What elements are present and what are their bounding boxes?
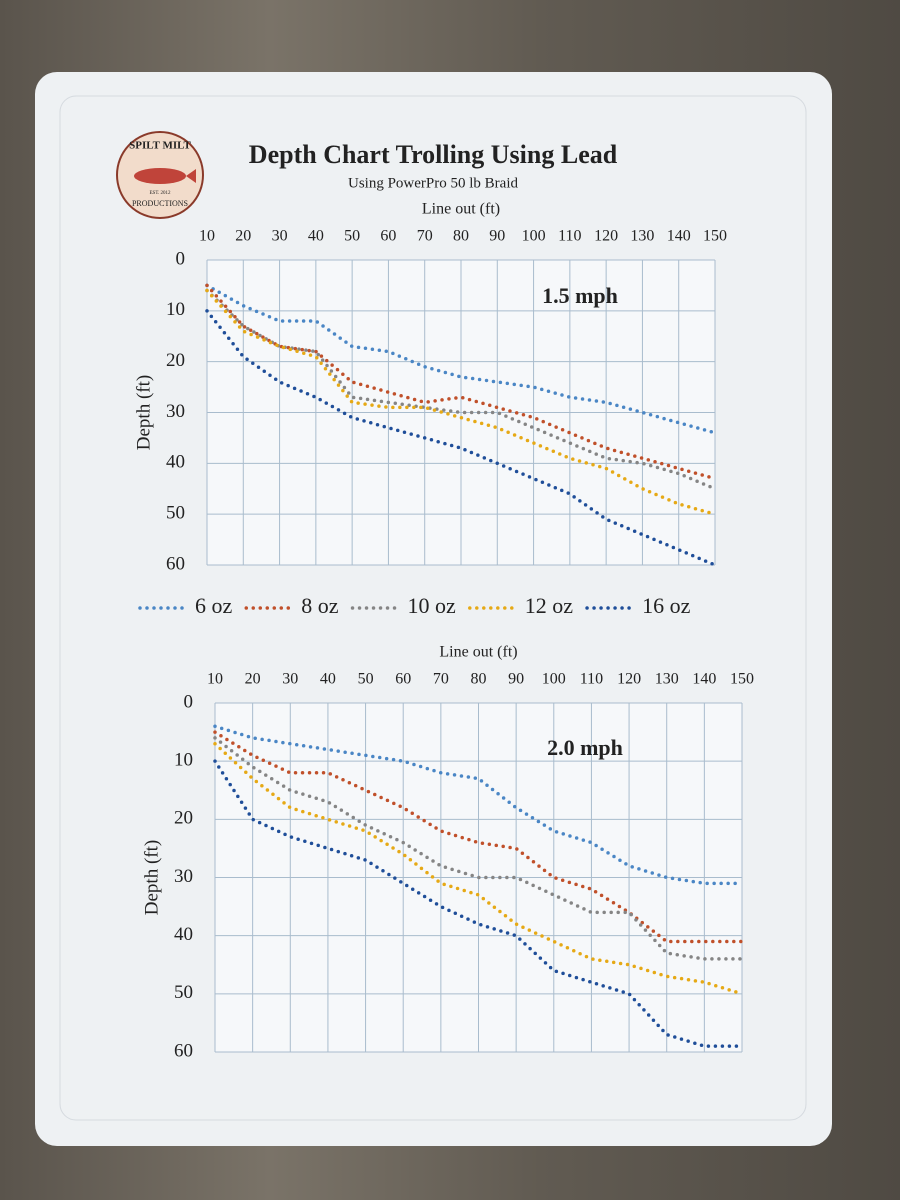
x-axis-label: Line out (ft) bbox=[422, 201, 500, 218]
legend-label: 10 oz bbox=[408, 593, 457, 618]
y-tick-label: 20 bbox=[174, 808, 193, 829]
y-axis-label: Depth (ft) bbox=[141, 840, 162, 915]
x-tick-label: 120 bbox=[617, 671, 641, 688]
y-tick-label: 0 bbox=[184, 691, 194, 712]
x-tick-label: 80 bbox=[471, 671, 487, 688]
logo-fish bbox=[134, 168, 186, 184]
series-line bbox=[205, 288, 717, 516]
logo: SPILT MILT EST. 2012 PRODUCTIONS bbox=[116, 131, 204, 219]
x-tick-label: 60 bbox=[380, 228, 396, 245]
y-tick-label: 20 bbox=[166, 350, 185, 371]
x-tick-label: 70 bbox=[433, 671, 449, 688]
title: Depth Chart Trolling Using Lead bbox=[249, 140, 618, 169]
x-tick-label: 150 bbox=[703, 228, 727, 245]
annotation: 1.5 mph bbox=[542, 283, 618, 308]
x-tick-label: 100 bbox=[542, 671, 566, 688]
logo-fish-tail bbox=[186, 169, 196, 183]
legend-label: 8 oz bbox=[301, 593, 339, 618]
x-tick-label: 90 bbox=[508, 671, 524, 688]
y-tick-label: 0 bbox=[176, 248, 186, 269]
legend-label: 12 oz bbox=[525, 593, 574, 618]
y-tick-label: 10 bbox=[174, 750, 193, 771]
logo-est: EST. 2012 bbox=[149, 191, 171, 196]
x-tick-label: 30 bbox=[272, 228, 288, 245]
x-tick-label: 40 bbox=[320, 671, 336, 688]
x-axis-label: Line out (ft) bbox=[439, 644, 517, 661]
x-tick-label: 110 bbox=[558, 228, 581, 245]
x-tick-label: 70 bbox=[417, 228, 433, 245]
logo-top: SPILT MILT bbox=[129, 140, 191, 152]
y-tick-label: 60 bbox=[174, 1040, 193, 1061]
x-tick-label: 20 bbox=[245, 671, 261, 688]
x-tick-label: 50 bbox=[344, 228, 360, 245]
x-tick-label: 10 bbox=[199, 228, 215, 245]
series-line bbox=[213, 730, 744, 944]
y-axis-label: Depth (ft) bbox=[133, 375, 154, 450]
x-tick-label: 50 bbox=[358, 671, 374, 688]
y-tick-label: 50 bbox=[166, 503, 185, 524]
legend-label: 16 oz bbox=[642, 593, 691, 618]
x-tick-label: 90 bbox=[489, 228, 505, 245]
y-tick-label: 50 bbox=[174, 982, 193, 1003]
logo-bottom: PRODUCTIONS bbox=[132, 199, 188, 208]
y-tick-label: 40 bbox=[174, 924, 193, 945]
series-line bbox=[213, 759, 744, 1048]
series-line bbox=[205, 283, 717, 435]
y-tick-label: 40 bbox=[166, 452, 185, 473]
x-tick-label: 60 bbox=[395, 671, 411, 688]
legend-label: 6 oz bbox=[195, 593, 233, 618]
x-tick-label: 100 bbox=[522, 228, 546, 245]
x-tick-label: 130 bbox=[630, 228, 654, 245]
y-tick-label: 30 bbox=[174, 866, 193, 887]
y-tick-label: 60 bbox=[166, 553, 185, 574]
y-tick-label: 10 bbox=[166, 299, 185, 320]
series-line bbox=[213, 736, 744, 961]
x-tick-label: 80 bbox=[453, 228, 469, 245]
x-tick-label: 150 bbox=[730, 671, 754, 688]
x-tick-label: 140 bbox=[692, 671, 716, 688]
x-tick-label: 30 bbox=[282, 671, 298, 688]
annotation: 2.0 mph bbox=[547, 735, 623, 760]
x-tick-label: 10 bbox=[207, 671, 223, 688]
x-tick-label: 20 bbox=[235, 228, 251, 245]
x-tick-label: 120 bbox=[594, 228, 618, 245]
x-tick-label: 40 bbox=[308, 228, 324, 245]
subtitle: Using PowerPro 50 lb Braid bbox=[348, 175, 518, 191]
x-tick-label: 110 bbox=[580, 671, 603, 688]
series-line bbox=[205, 288, 717, 491]
x-tick-label: 130 bbox=[655, 671, 679, 688]
x-tick-label: 140 bbox=[667, 228, 691, 245]
y-tick-label: 30 bbox=[166, 401, 185, 422]
card-border bbox=[59, 95, 807, 1121]
series-line bbox=[213, 724, 744, 886]
series-line bbox=[213, 741, 744, 996]
